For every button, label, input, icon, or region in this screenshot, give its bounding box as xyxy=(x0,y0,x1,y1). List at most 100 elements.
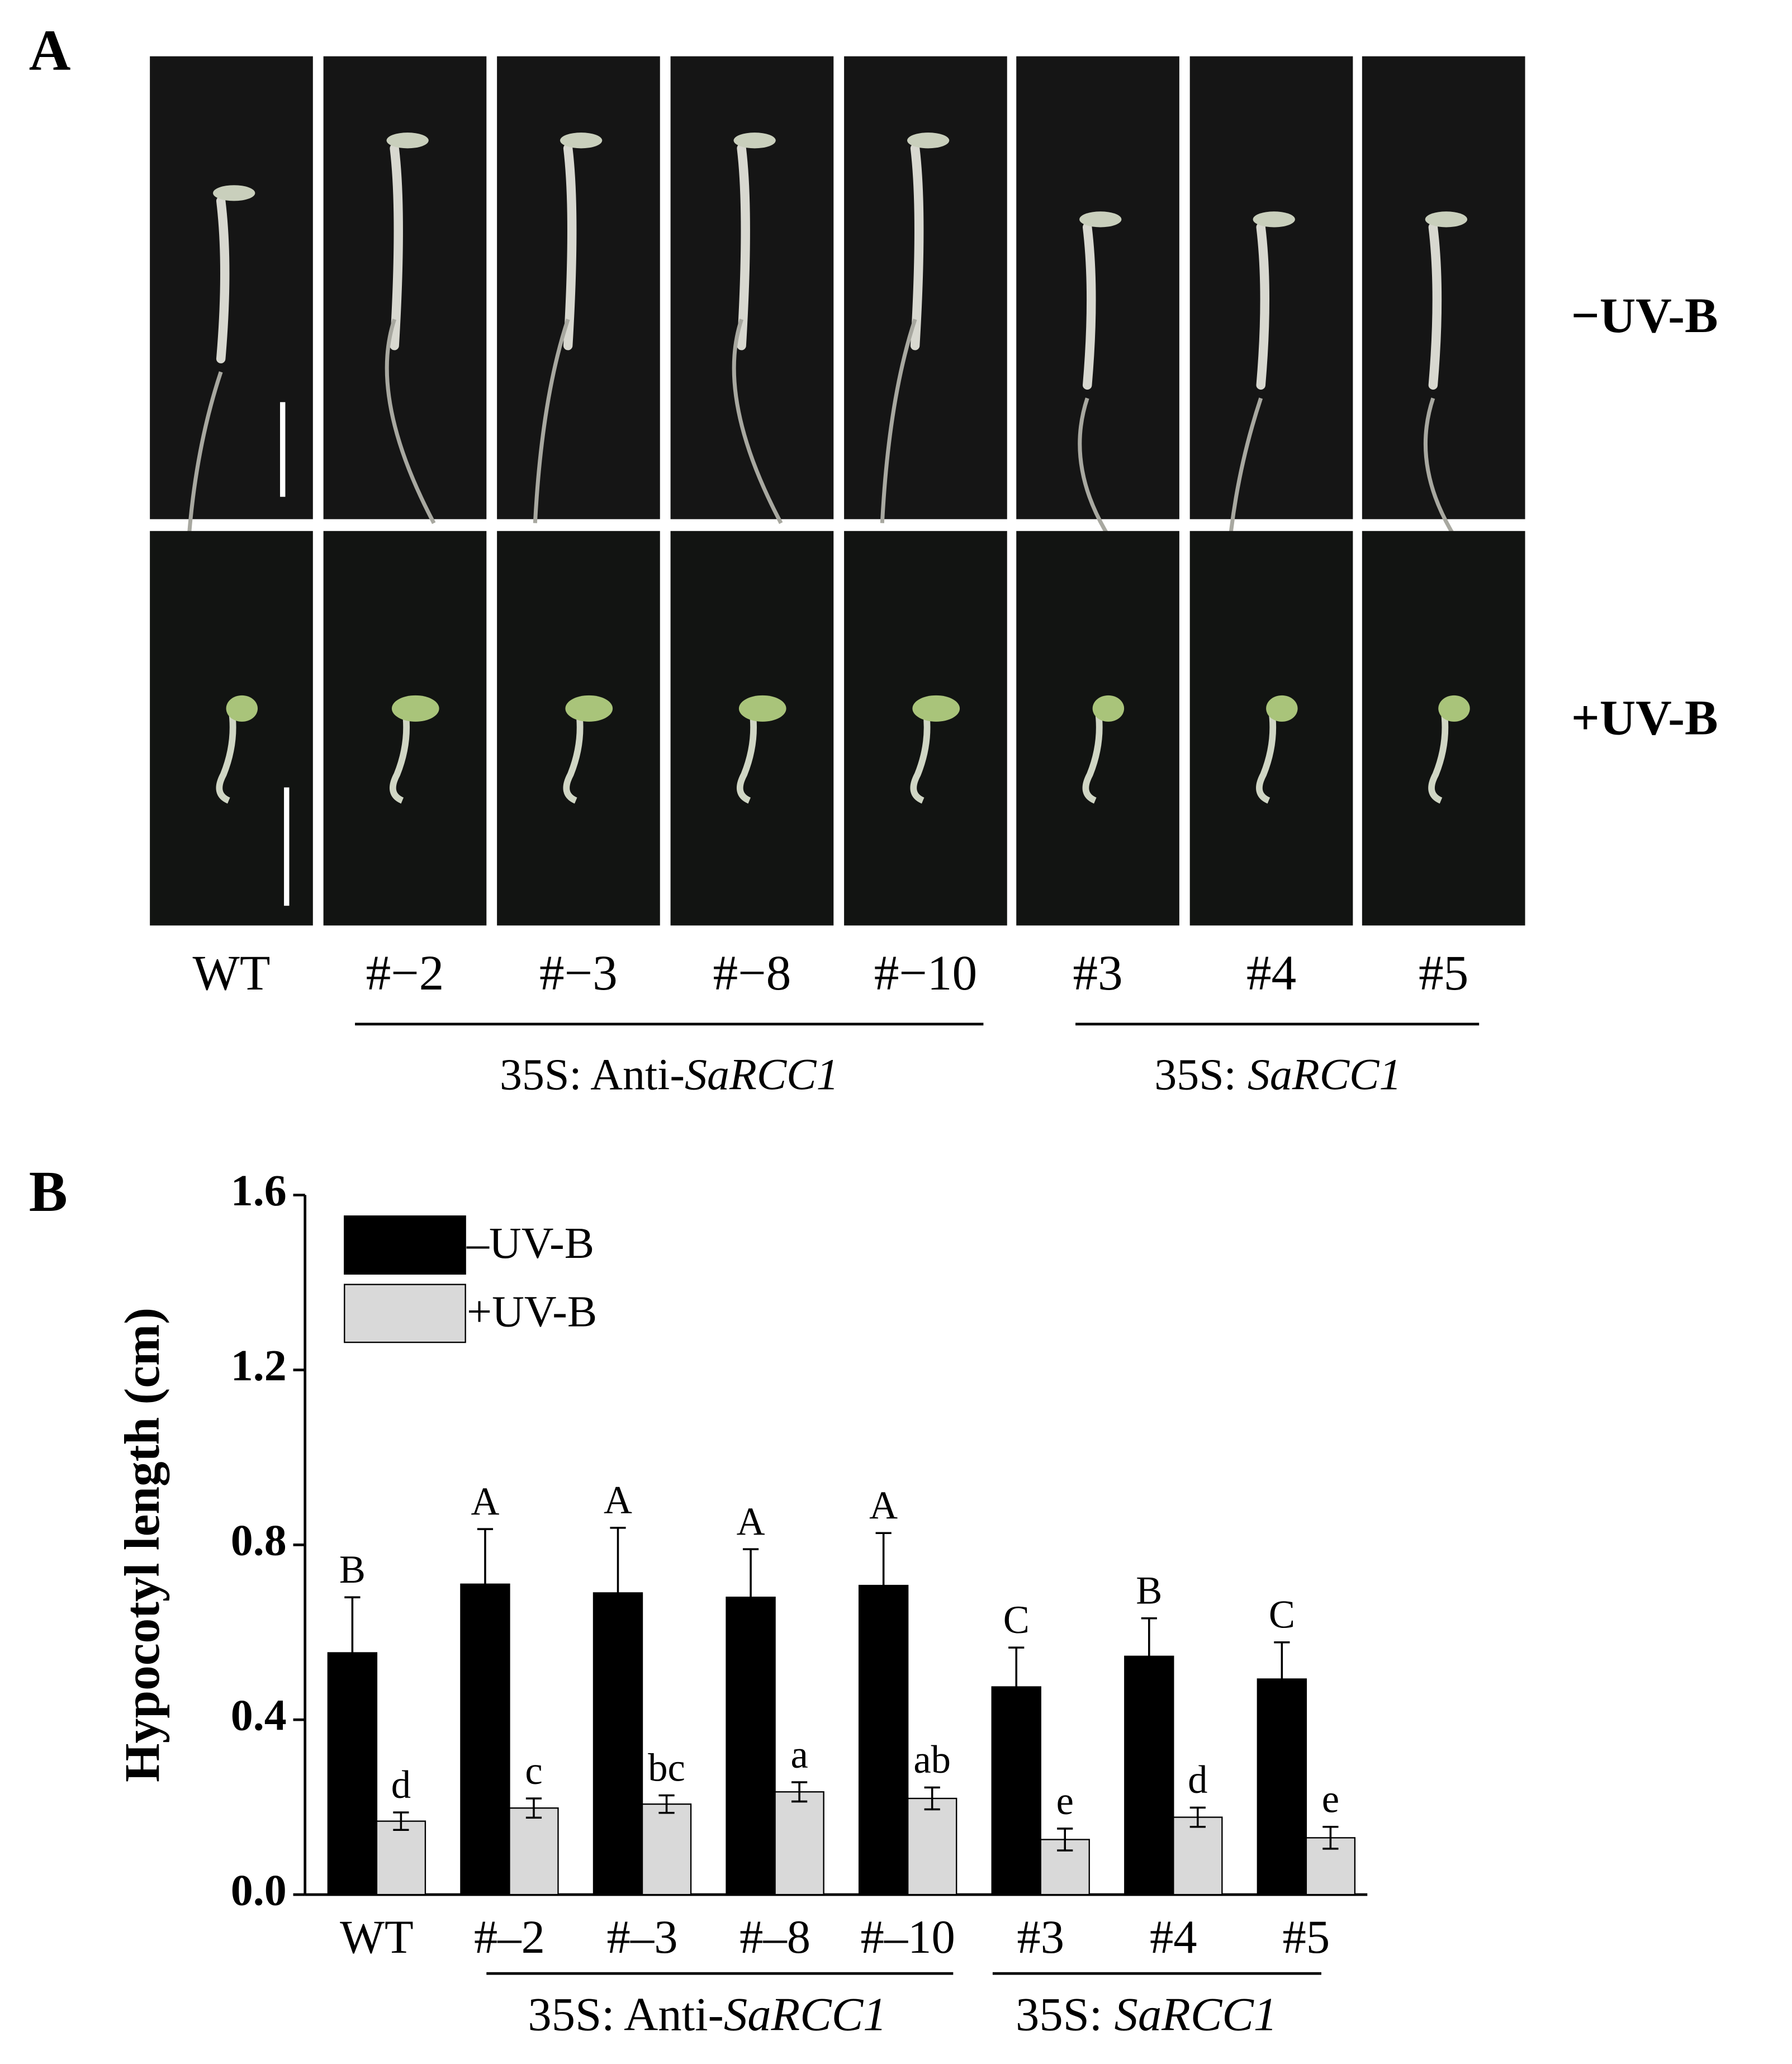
y-tick-label: 0.8 xyxy=(231,1516,287,1565)
panel-label: B xyxy=(29,1160,68,1224)
x-tick-label: #–2 xyxy=(474,1911,545,1963)
photo xyxy=(1362,56,1525,519)
root xyxy=(732,319,783,524)
legend-swatch xyxy=(344,1284,466,1343)
hypocotyl xyxy=(1428,223,1442,390)
seedling xyxy=(1256,708,1277,804)
error-bar xyxy=(924,1786,940,1811)
bar xyxy=(907,1797,957,1896)
significance-label: e xyxy=(1322,1778,1339,1821)
x-tick-label: #–3 xyxy=(607,1911,678,1963)
bar xyxy=(509,1807,559,1896)
cotyledon xyxy=(733,132,776,149)
column-label: #−2 xyxy=(366,945,444,1001)
significance-label: A xyxy=(471,1480,499,1523)
significance-label: c xyxy=(525,1749,542,1793)
significance-label: e xyxy=(1056,1779,1074,1823)
significance-label: bc xyxy=(648,1746,685,1790)
hypocotyl xyxy=(1256,223,1269,390)
bar xyxy=(376,1820,426,1896)
error-bar xyxy=(658,1794,675,1814)
seedling xyxy=(216,708,236,804)
x-tick-label: WT xyxy=(340,1911,414,1963)
column-label: WT xyxy=(193,945,271,1001)
bar xyxy=(1257,1678,1307,1896)
significance-label: A xyxy=(604,1479,632,1522)
bar xyxy=(460,1583,510,1896)
photo xyxy=(497,56,660,519)
cotyledon xyxy=(560,132,603,149)
error-bar xyxy=(344,1596,361,1653)
cotyledon xyxy=(391,695,439,722)
photo xyxy=(1189,56,1353,519)
significance-label: ab xyxy=(913,1738,951,1782)
column-label: #3 xyxy=(1073,945,1122,1001)
root xyxy=(880,319,917,523)
group-italic: SaRCC1 xyxy=(724,1989,887,2041)
scale-bar xyxy=(280,402,286,497)
significance-label: B xyxy=(339,1548,366,1592)
y-axis-title: Hypocotyl length (cm) xyxy=(115,1308,170,1782)
bar xyxy=(327,1652,378,1896)
group-italic: SaRCC1 xyxy=(1114,1989,1277,2041)
hypocotyl xyxy=(737,144,750,351)
cotyledon xyxy=(1266,695,1298,722)
x-tick-label: #5 xyxy=(1283,1911,1330,1963)
error-bar xyxy=(1141,1617,1157,1656)
column-label: #−3 xyxy=(539,945,618,1001)
column-label: #−10 xyxy=(874,945,977,1001)
seedling xyxy=(1082,708,1103,804)
cotyledon xyxy=(912,695,960,722)
significance-label: C xyxy=(1269,1593,1295,1637)
error-bar xyxy=(525,1797,542,1819)
y-tick-label: 1.2 xyxy=(231,1341,287,1390)
photo xyxy=(844,56,1007,519)
column-label: #5 xyxy=(1419,945,1468,1001)
seedling xyxy=(563,708,584,804)
x-tick-label: #4 xyxy=(1150,1911,1197,1963)
significance-label: A xyxy=(869,1484,898,1527)
root xyxy=(385,319,436,524)
panel-label: A xyxy=(29,18,71,82)
y-tick-label: 0.0 xyxy=(231,1866,287,1915)
error-bar xyxy=(791,1781,808,1803)
row-label: +UV-B xyxy=(1571,690,1718,746)
error-bar xyxy=(610,1527,626,1593)
seedling xyxy=(389,708,410,804)
legend-label: –UV-B xyxy=(466,1219,594,1268)
cotyledon xyxy=(738,695,786,722)
error-bar xyxy=(1274,1641,1290,1679)
bar xyxy=(592,1592,643,1896)
cotyledon xyxy=(1425,211,1468,228)
bar xyxy=(774,1791,824,1896)
root xyxy=(533,319,570,523)
photo xyxy=(670,56,834,519)
group-label: 35S: SaRCC1 xyxy=(1154,1050,1401,1100)
group-prefix: 35S: Anti- xyxy=(500,1050,685,1100)
scale-bar xyxy=(284,787,290,906)
group-prefix: 35S: Anti- xyxy=(528,1989,723,2041)
y-tick-label: 0.4 xyxy=(231,1691,287,1740)
group-prefix: 35S: xyxy=(1016,1989,1114,2041)
seedling xyxy=(736,708,757,804)
row-label: −UV-B xyxy=(1571,288,1718,343)
cotyledon xyxy=(907,132,950,149)
photo xyxy=(150,56,313,519)
bar xyxy=(858,1584,909,1896)
hypocotyl xyxy=(910,144,924,351)
error-bar xyxy=(1322,1826,1339,1850)
error-bar xyxy=(393,1811,409,1831)
column-label: #−8 xyxy=(713,945,791,1001)
bar xyxy=(991,1686,1041,1896)
seedling xyxy=(1428,708,1449,804)
x-tick-label: #3 xyxy=(1017,1911,1064,1963)
significance-label: a xyxy=(790,1733,808,1777)
error-bar xyxy=(477,1528,494,1584)
seedling xyxy=(910,708,931,804)
group-label: 35S: SaRCC1 xyxy=(1016,1989,1277,2041)
hypocotyl xyxy=(1083,223,1096,390)
error-bar xyxy=(742,1548,759,1598)
photo xyxy=(323,56,487,519)
